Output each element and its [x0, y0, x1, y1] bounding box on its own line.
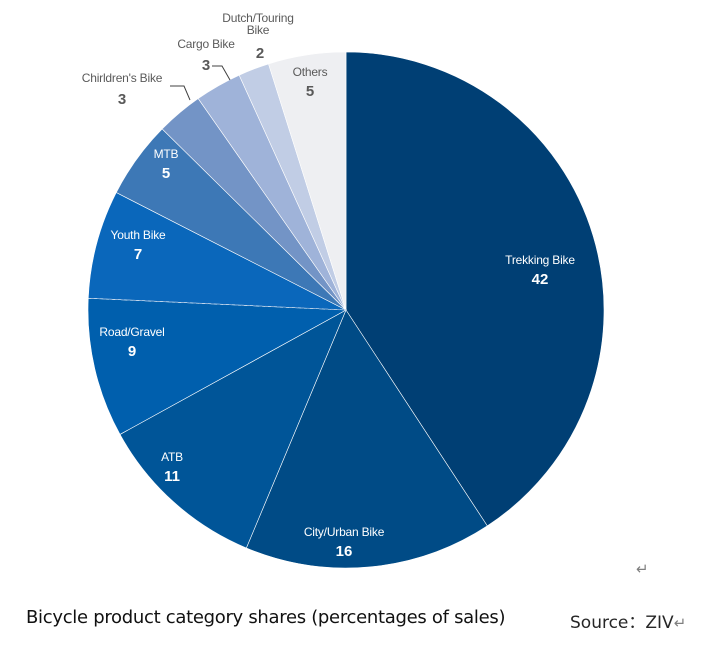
slice-label-mtb: MTB: [154, 147, 179, 161]
slice-label-dutch-touring-bike-line2: Bike: [247, 23, 270, 37]
slice-label-youth-bike: Youth Bike: [111, 228, 166, 242]
pie-slices: [87, 51, 605, 569]
slice-label-chirldren-s-bike: Chirldren's Bike: [82, 71, 163, 85]
slice-value-atb: 11: [164, 468, 180, 485]
slice-value-others: 5: [306, 83, 314, 100]
pie-slice-road-gravel: [87, 297, 348, 435]
slice-label-city-urban-bike: City/Urban Bike: [304, 525, 385, 539]
slice-value-youth-bike: 7: [134, 246, 142, 263]
pie-slice-trekking-bike: [345, 51, 605, 527]
pie-slice-others: [268, 51, 347, 311]
slice-label-others: Others: [293, 65, 328, 79]
pie-slice-city-urban-bike: [245, 309, 488, 569]
leader-lines: [170, 65, 231, 101]
slice-labels: Trekking Bike 42 City/Urban Bike 16 ATB 11 Roa…: [82, 11, 576, 560]
pie-slice-atb: [119, 309, 347, 549]
slice-label-atb: ATB: [161, 450, 183, 464]
source-text: Source：ZIV: [570, 613, 674, 633]
slice-value-mtb: 5: [162, 165, 170, 182]
slice-value-dutch-touring-bike: 2: [256, 45, 264, 62]
source-paragraph-mark: ↵: [673, 614, 687, 632]
source-note: Source：ZIV↵: [570, 608, 686, 633]
slice-value-cargo-bike: 3: [202, 57, 210, 74]
slice-value-trekking-bike: 42: [532, 271, 549, 288]
slice-label-dutch-touring-bike-line1: Dutch/Touring: [222, 11, 293, 25]
paragraph-mark: ↵: [636, 560, 649, 578]
slice-value-chirldren-s-bike: 3: [118, 91, 126, 108]
leader-line-childrens-bike: [170, 85, 191, 101]
slice-label-trekking-bike: Trekking Bike: [505, 253, 575, 267]
slice-label-cargo-bike: Cargo Bike: [177, 37, 235, 51]
slice-label-road-gravel: Road/Gravel: [99, 325, 164, 339]
slice-value-city-urban-bike: 16: [336, 543, 353, 560]
chart-caption: Bicycle product category shares (percent…: [26, 607, 506, 628]
slice-value-road-gravel: 9: [128, 343, 136, 360]
leader-line-cargo-bike: [212, 65, 231, 81]
slice-separator-dashed: [88, 297, 347, 311]
pie-chart: Trekking Bike 42 City/Urban Bike 16 ATB 11 Roa…: [82, 11, 605, 569]
pie-slice-youth-bike: [87, 192, 347, 311]
